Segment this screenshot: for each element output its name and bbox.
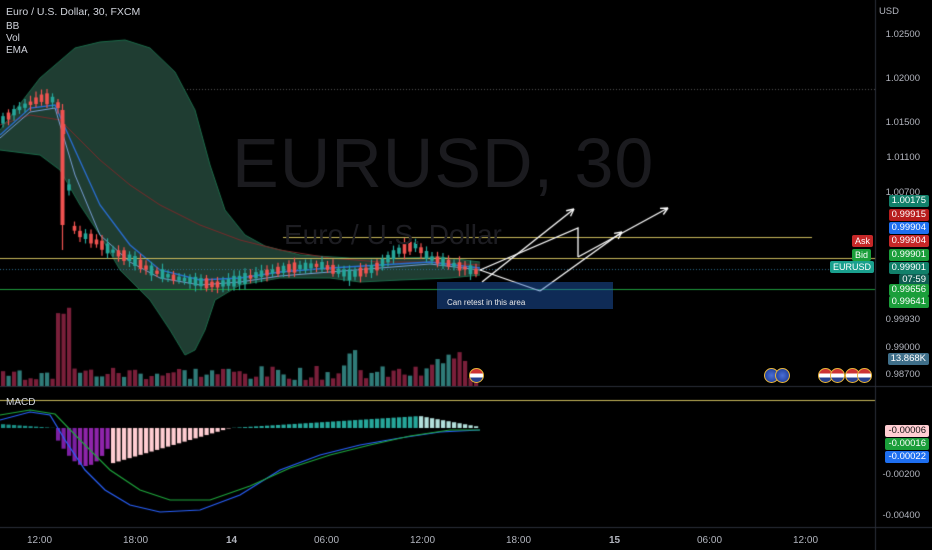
macd-tick: -0.00200 <box>882 469 920 480</box>
price-tick: 1.00700 <box>885 187 920 198</box>
price-tick: 0.99000 <box>885 342 920 353</box>
price-tag-lower: 0.99656 <box>888 284 929 296</box>
legend-bb[interactable]: BB <box>6 21 20 32</box>
symbol-watermark: EURUSD, 30 <box>232 124 655 202</box>
name-watermark: Euro / U.S. Dollar <box>284 219 502 250</box>
bid-label: Bid <box>852 249 872 261</box>
time-tick: 06:00 <box>314 535 340 546</box>
macd-signal-value: -0.00016 <box>885 438 929 450</box>
time-tick: 06:00 <box>697 535 723 546</box>
bid-price: 0.99901 <box>888 249 929 261</box>
time-tick: 12:00 <box>27 535 53 546</box>
chart-title[interactable]: Euro / U.S. Dollar, 30, FXCM <box>6 6 141 18</box>
volume-tag: 13.868K <box>887 353 929 365</box>
ask-label: Ask <box>852 235 874 247</box>
macd-tick: -0.00400 <box>882 510 920 521</box>
price-tag-red: 0.99915 <box>888 209 929 221</box>
price-tick: 1.01500 <box>885 117 920 128</box>
currency-label: USD <box>878 6 899 17</box>
us-event-flag-icon[interactable] <box>469 368 484 383</box>
legend-vol[interactable]: Vol <box>6 33 20 44</box>
price-tick: 1.01100 <box>886 152 920 163</box>
retest-zone[interactable] <box>437 282 613 309</box>
time-tick: 15 <box>609 535 621 546</box>
time-tick: 18:00 <box>506 535 532 546</box>
us-event-flag-icon[interactable] <box>830 368 845 383</box>
legend-ema[interactable]: EMA <box>6 45 28 56</box>
eu-event-flag-icon[interactable] <box>775 368 790 383</box>
price-tick: 0.98700 <box>885 369 920 380</box>
price-tag-upper: 1.00175 <box>888 195 929 207</box>
ask-price: 0.99904 <box>888 235 929 247</box>
price-tag-bottom: 0.99641 <box>888 296 929 308</box>
macd-line-value: -0.00022 <box>885 451 929 463</box>
price-tick: 0.99930 <box>885 314 920 325</box>
price-tag-blue: 0.99904 <box>888 222 929 234</box>
price-tick: 1.02000 <box>885 73 920 84</box>
legend-macd[interactable]: MACD <box>6 397 36 408</box>
time-tick: 14 <box>226 535 238 546</box>
retest-note[interactable]: Can retest in this area <box>447 298 526 307</box>
symbol-tag: EURUSD <box>830 261 875 273</box>
time-tick: 12:00 <box>793 535 819 546</box>
time-tick: 18:00 <box>123 535 149 546</box>
us-event-flag-icon[interactable] <box>857 368 872 383</box>
macd-hist-value: -0.00006 <box>885 425 929 437</box>
bar-countdown: 07:59 <box>899 274 929 286</box>
time-tick: 12:00 <box>410 535 436 546</box>
price-tick: 1.02500 <box>885 29 920 40</box>
last-price-tag: 0.99901 <box>888 262 929 274</box>
